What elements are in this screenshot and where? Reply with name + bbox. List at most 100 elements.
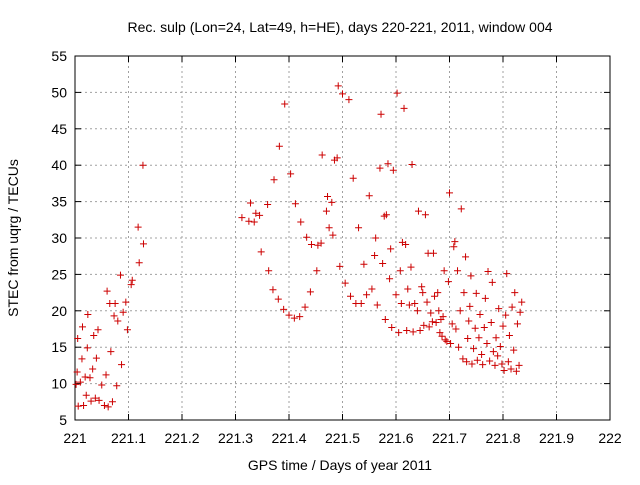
data-point bbox=[451, 238, 459, 246]
y-tick-label: 35 bbox=[51, 194, 67, 210]
x-tick-label: 221.3 bbox=[218, 430, 253, 446]
data-point bbox=[423, 298, 431, 306]
data-point bbox=[281, 100, 289, 108]
y-tick-label: 20 bbox=[51, 303, 67, 319]
data-point bbox=[463, 358, 471, 366]
data-point bbox=[483, 340, 491, 348]
data-point bbox=[86, 374, 94, 382]
data-point bbox=[500, 366, 508, 374]
data-point bbox=[87, 397, 95, 405]
data-point bbox=[466, 302, 474, 310]
data-point bbox=[470, 345, 478, 353]
data-point bbox=[81, 373, 89, 381]
data-point bbox=[511, 289, 519, 297]
data-point bbox=[134, 223, 142, 231]
data-point bbox=[455, 343, 463, 351]
data-point bbox=[306, 288, 314, 296]
data-point bbox=[90, 332, 98, 340]
data-point bbox=[393, 89, 401, 97]
data-point bbox=[324, 193, 332, 201]
data-point bbox=[471, 324, 479, 332]
data-point bbox=[512, 367, 520, 375]
data-point bbox=[448, 320, 456, 328]
data-point bbox=[513, 320, 521, 328]
data-point bbox=[440, 267, 448, 275]
data-point bbox=[389, 166, 397, 174]
y-tick-label: 50 bbox=[51, 84, 67, 100]
data-point bbox=[495, 305, 503, 313]
data-point bbox=[456, 307, 464, 315]
data-point bbox=[462, 253, 470, 261]
y-tick-label: 40 bbox=[51, 157, 67, 173]
grid bbox=[75, 56, 610, 420]
data-point bbox=[472, 289, 480, 297]
data-point bbox=[269, 286, 277, 294]
data-point bbox=[78, 323, 86, 331]
data-point bbox=[504, 358, 512, 366]
data-point bbox=[307, 241, 315, 249]
data-point bbox=[94, 326, 102, 334]
x-tick-label: 221.8 bbox=[485, 430, 520, 446]
data-point bbox=[355, 224, 363, 232]
data-point bbox=[270, 176, 278, 184]
data-point bbox=[114, 317, 122, 325]
x-tick-label: 221.4 bbox=[271, 430, 306, 446]
data-point bbox=[103, 287, 111, 295]
data-point bbox=[479, 361, 487, 369]
data-point bbox=[363, 291, 371, 299]
data-point bbox=[345, 96, 353, 104]
data-point bbox=[372, 234, 380, 242]
data-point bbox=[135, 259, 143, 267]
data-point bbox=[336, 262, 344, 270]
data-point bbox=[371, 251, 379, 259]
data-point bbox=[457, 205, 465, 213]
y-tick-label: 5 bbox=[59, 412, 67, 428]
data-point bbox=[122, 298, 130, 306]
data-point bbox=[318, 151, 326, 159]
data-point bbox=[325, 224, 333, 232]
data-point bbox=[377, 110, 385, 118]
data-point bbox=[83, 344, 91, 352]
data-point bbox=[434, 289, 442, 297]
data-point bbox=[409, 328, 417, 336]
data-point bbox=[95, 396, 103, 404]
data-point bbox=[328, 198, 336, 206]
x-tick-label: 221.6 bbox=[378, 430, 413, 446]
data-point bbox=[74, 334, 82, 342]
y-tick-label: 30 bbox=[51, 230, 67, 246]
data-point bbox=[436, 329, 444, 337]
data-point bbox=[329, 231, 337, 239]
data-point bbox=[303, 233, 311, 241]
data-point bbox=[349, 174, 357, 182]
data-point bbox=[368, 285, 376, 293]
data-point bbox=[388, 324, 396, 332]
data-point bbox=[494, 352, 502, 360]
data-point bbox=[100, 401, 108, 409]
data-point bbox=[414, 207, 422, 215]
data-point bbox=[468, 360, 476, 368]
data-point bbox=[116, 271, 124, 279]
data-point bbox=[264, 201, 272, 209]
data-point bbox=[313, 267, 321, 275]
data-point bbox=[518, 298, 526, 306]
chart-title: Rec. sulp (Lon=24, Lat=49, h=HE), days 2… bbox=[127, 19, 552, 35]
data-point bbox=[128, 276, 136, 284]
y-tick-label: 10 bbox=[51, 376, 67, 392]
data-point bbox=[411, 300, 419, 308]
data-point bbox=[420, 321, 428, 329]
data-point bbox=[397, 300, 405, 308]
data-point bbox=[257, 248, 265, 256]
data-point bbox=[287, 170, 295, 178]
x-tick-label: 222 bbox=[598, 430, 622, 446]
data-point bbox=[439, 313, 447, 321]
y-axis-label: STEC from uqrg / TECUs bbox=[5, 159, 21, 317]
data-point bbox=[464, 334, 472, 342]
data-point bbox=[252, 209, 260, 217]
data-point bbox=[505, 332, 513, 340]
data-point bbox=[341, 279, 349, 287]
data-point bbox=[92, 354, 100, 362]
data-point bbox=[382, 211, 390, 219]
data-point bbox=[499, 322, 507, 330]
data-point bbox=[291, 200, 299, 208]
